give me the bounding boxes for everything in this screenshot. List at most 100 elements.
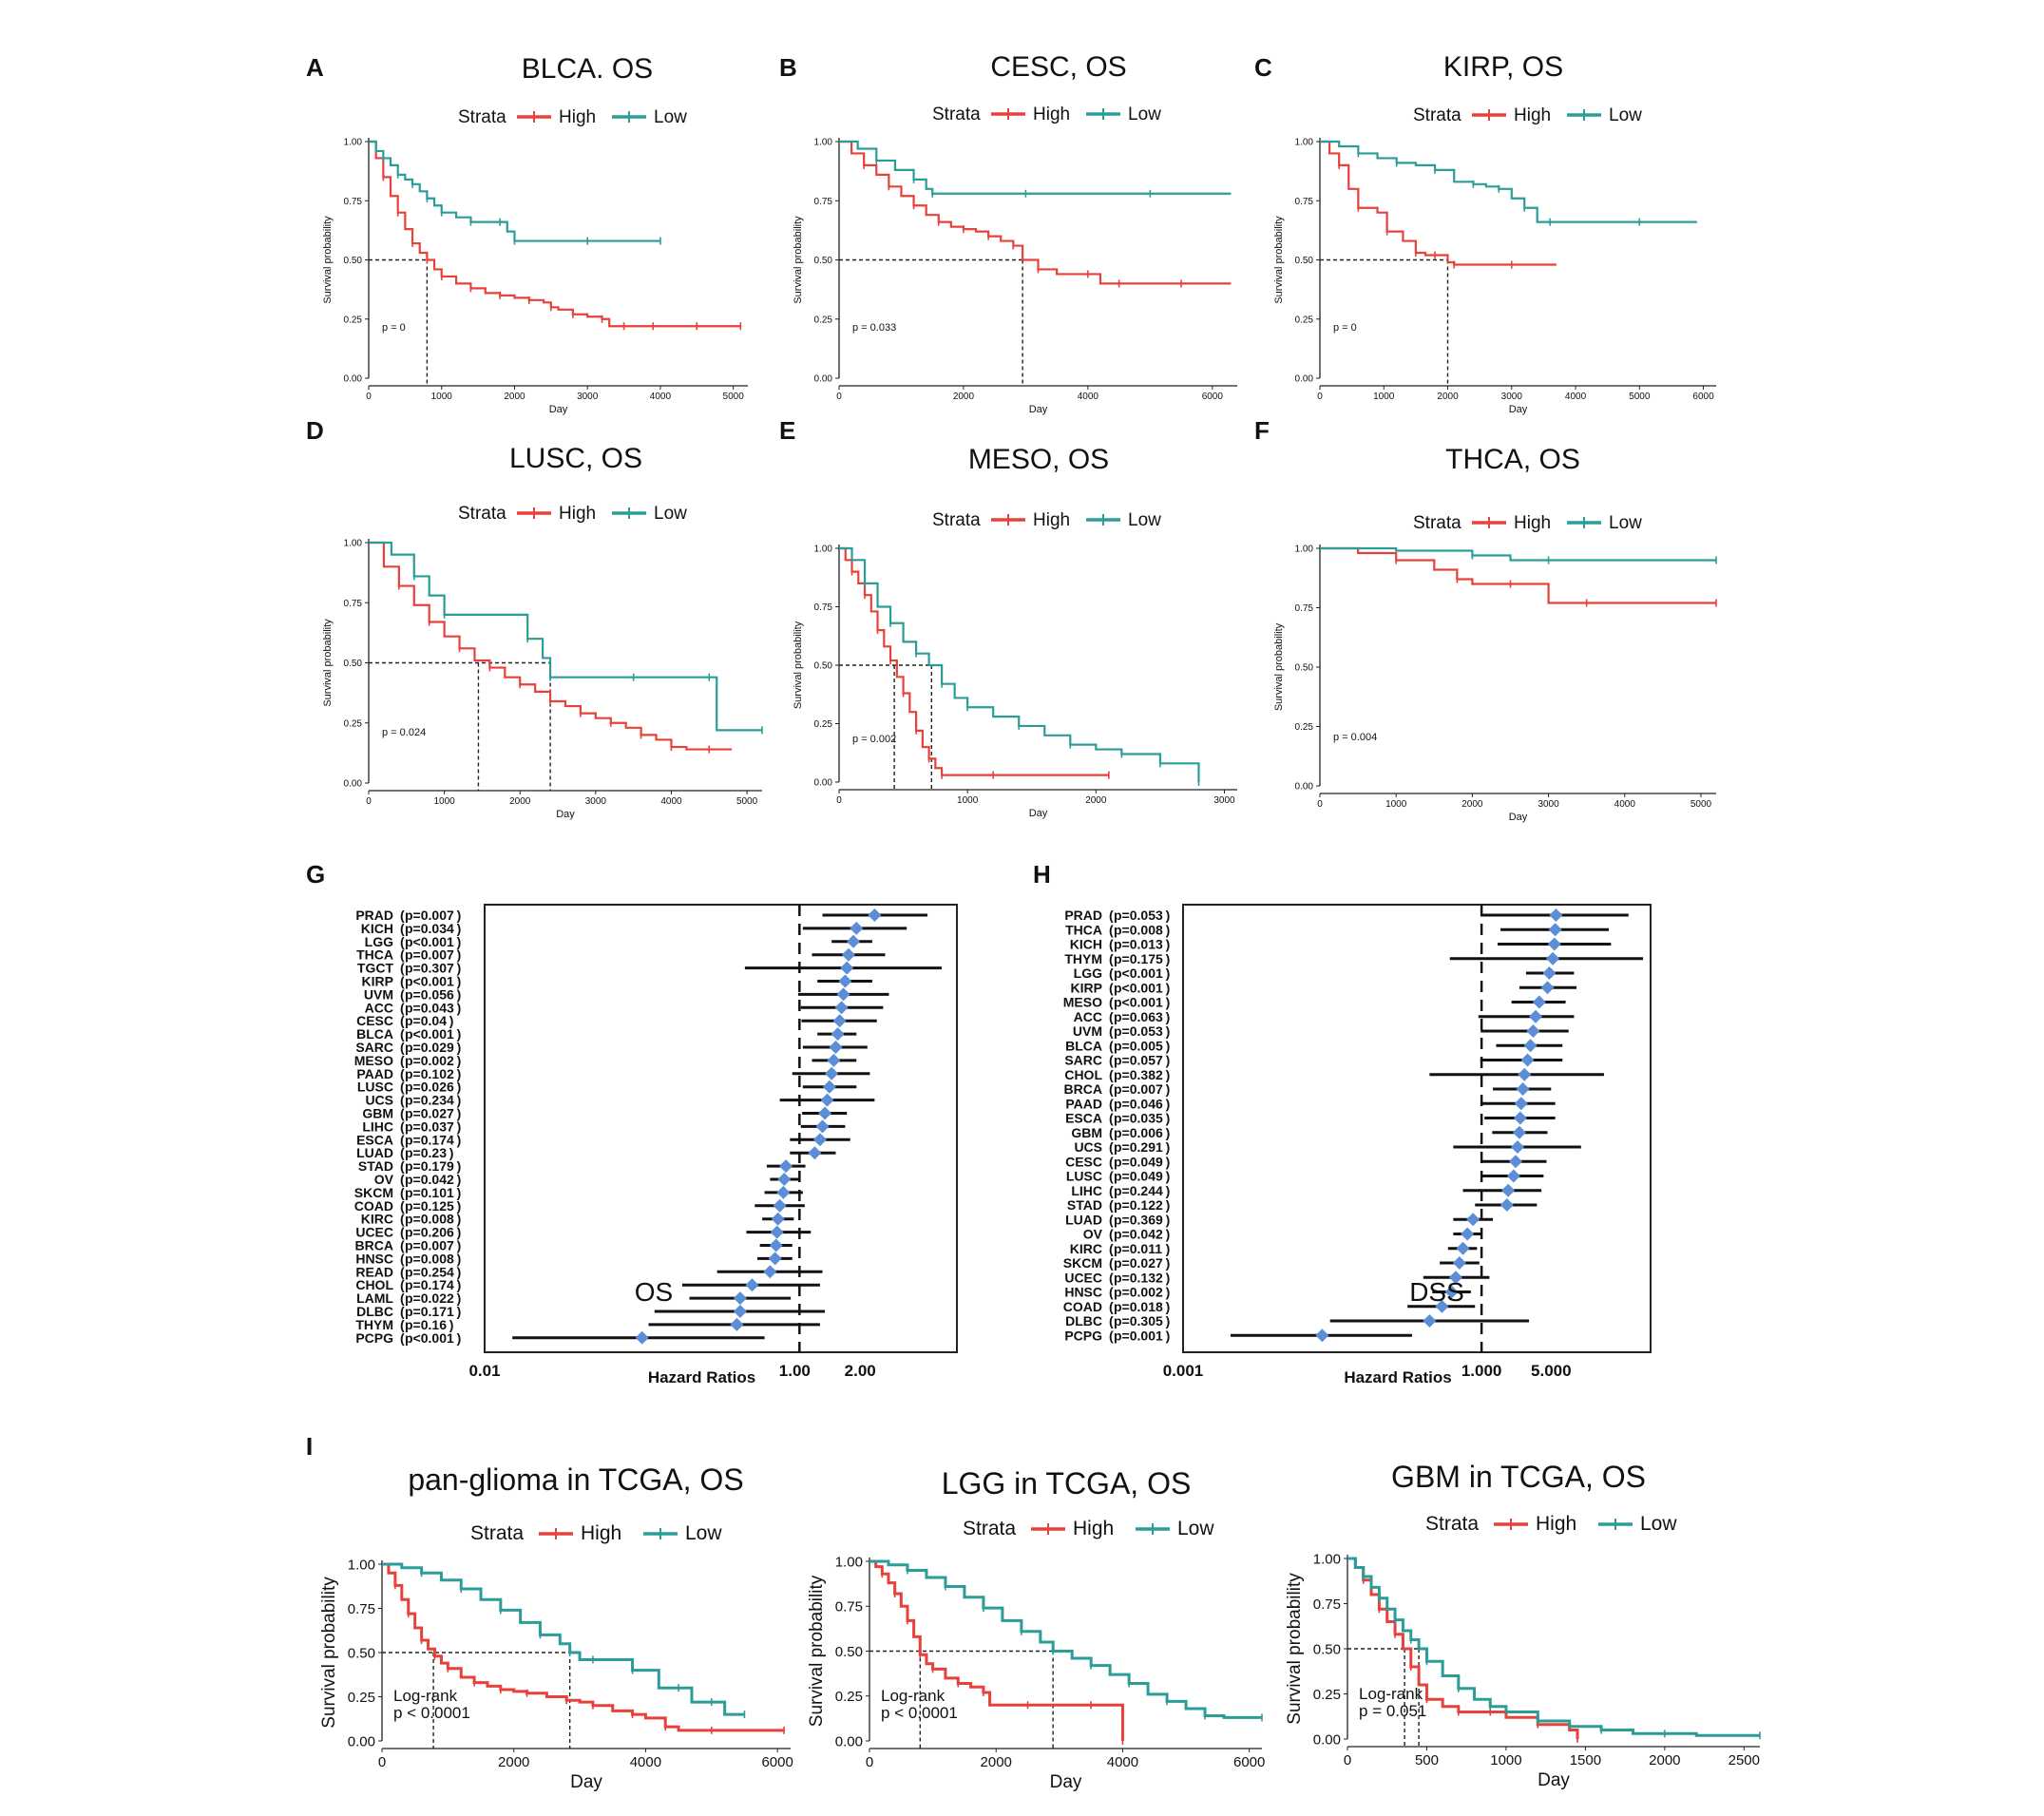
- legend: Strata High Low: [458, 107, 687, 127]
- row-paren: ): [449, 1013, 454, 1028]
- row-name: READ: [355, 1264, 393, 1279]
- x-tick-label: 3000: [577, 392, 599, 402]
- legend-title: Strata: [458, 107, 506, 127]
- hr-point: [850, 921, 864, 935]
- p-value: p = 0.004: [1333, 732, 1377, 743]
- hr-point: [815, 1119, 830, 1134]
- row-name: KIRP: [1071, 980, 1102, 995]
- hr-point: [832, 1014, 847, 1028]
- row-name: BRCA: [355, 1238, 393, 1253]
- row-paren: (: [400, 1145, 405, 1160]
- row-pvalue: p=0.101: [405, 1185, 454, 1200]
- row-pvalue: p=0.013: [1114, 937, 1163, 952]
- x-tick-label: 2000: [498, 1754, 529, 1770]
- row-paren: ): [457, 1132, 462, 1147]
- row-name: COAD: [1063, 1299, 1102, 1314]
- plot-frame: [484, 904, 958, 1353]
- row-pvalue: p=0.007: [405, 908, 454, 923]
- row-name: CHOL: [355, 1277, 393, 1292]
- row-name: UCEC: [355, 1225, 393, 1240]
- y-tick-label: 0.75: [835, 1599, 863, 1615]
- row-paren: (: [400, 1053, 405, 1068]
- row-pvalue: p=0.037: [405, 1118, 454, 1134]
- y-tick-label: 0.00: [1295, 782, 1314, 793]
- row-pvalue: p=0.053: [1114, 1023, 1163, 1039]
- row-name: THCA: [356, 947, 393, 963]
- x-tick-label: 4000: [1565, 392, 1587, 402]
- row-name: THYM: [1064, 951, 1102, 966]
- x-tick-label: 0: [1344, 1752, 1351, 1768]
- legend-low-label: Low: [685, 1522, 722, 1544]
- row-pvalue: p=0.175: [1114, 951, 1163, 966]
- row-name: MESO: [1063, 995, 1102, 1010]
- row-paren: (: [400, 1093, 405, 1108]
- row-paren: ): [457, 1172, 462, 1187]
- x-axis-label: Day: [1509, 404, 1528, 415]
- x-axis-label: Day: [1029, 404, 1048, 415]
- row-pvalue: p=0.254: [405, 1264, 454, 1279]
- series-high-line: [869, 1559, 1124, 1741]
- hr-point: [733, 1291, 747, 1306]
- x-tick-label: 0: [366, 392, 372, 402]
- row-paren: (: [1109, 1328, 1114, 1343]
- row-pvalue: p<0.001: [1114, 980, 1163, 995]
- x-tick-label: 1000: [1373, 392, 1395, 402]
- legend-low-label: Low: [1128, 105, 1161, 124]
- row-name: KIRC: [361, 1212, 393, 1227]
- hr-point: [730, 1317, 744, 1331]
- legend-high-label: High: [559, 107, 596, 127]
- row-paren: ): [1166, 1227, 1171, 1242]
- row-pvalue: p=0.007: [405, 1238, 454, 1253]
- row-paren: (: [1109, 1270, 1114, 1285]
- hr-point: [1542, 966, 1557, 980]
- row-paren: ): [457, 1026, 462, 1042]
- legend-low-label: Low: [1177, 1518, 1214, 1539]
- row-paren: (: [1109, 1197, 1114, 1213]
- row-paren: ): [457, 961, 462, 976]
- x-tick-label: 0: [1317, 799, 1323, 810]
- row-paren: ): [1166, 1009, 1171, 1024]
- row-paren: (: [400, 1026, 405, 1042]
- row-name: BLCA: [356, 1026, 393, 1042]
- y-tick-label: 0.00: [348, 1733, 375, 1749]
- row-paren: ): [1166, 1212, 1171, 1227]
- chart-title: GBM in TCGA, OS: [1391, 1460, 1646, 1494]
- y-tick-label: 0.25: [814, 719, 833, 730]
- row-name: ESCA: [1065, 1111, 1102, 1126]
- hr-point: [847, 934, 861, 948]
- hr-point: [1516, 1082, 1530, 1096]
- row-paren: ): [457, 1000, 462, 1015]
- row-name: THYM: [355, 1317, 393, 1332]
- y-tick-label: 0.00: [1313, 1731, 1341, 1748]
- hr-point: [1518, 1067, 1532, 1081]
- x-tick-label: 6000: [1202, 392, 1224, 402]
- row-paren: ): [457, 986, 462, 1002]
- row-paren: (: [1109, 1111, 1114, 1126]
- panel-letter: G: [306, 860, 325, 889]
- row-paren: ): [1166, 1241, 1171, 1256]
- legend-title: Strata: [470, 1522, 524, 1544]
- row-name: LUSC: [357, 1080, 393, 1095]
- y-tick-label: 0.00: [835, 1733, 863, 1749]
- hr-point: [1548, 923, 1562, 937]
- row-paren: ): [457, 1277, 462, 1292]
- row-pvalue: p=0.049: [1114, 1154, 1163, 1169]
- row-name: UCS: [365, 1093, 393, 1108]
- hr-point: [1315, 1329, 1329, 1343]
- hr-point: [825, 1066, 839, 1080]
- y-tick-label: 0.25: [344, 718, 363, 729]
- hr-point: [1501, 1183, 1516, 1197]
- x-tick-label: 2000: [509, 796, 531, 807]
- series-low-line: [369, 140, 660, 242]
- x-tick-label: 1500: [1570, 1752, 1601, 1768]
- y-tick-label: 1.00: [1313, 1551, 1341, 1567]
- hr-point: [1520, 1053, 1535, 1067]
- row-name: PRAD: [355, 908, 393, 923]
- series-high-line: [382, 1562, 785, 1732]
- row-paren: ): [1166, 1255, 1171, 1271]
- km-panel-d: D LUSC, OS Strata High Low 0.00 0.25 0.50 0.75 1.…: [306, 416, 763, 820]
- hr-point: [779, 1159, 793, 1174]
- row-name: CESC: [356, 1013, 393, 1028]
- row-paren: ): [457, 1093, 462, 1108]
